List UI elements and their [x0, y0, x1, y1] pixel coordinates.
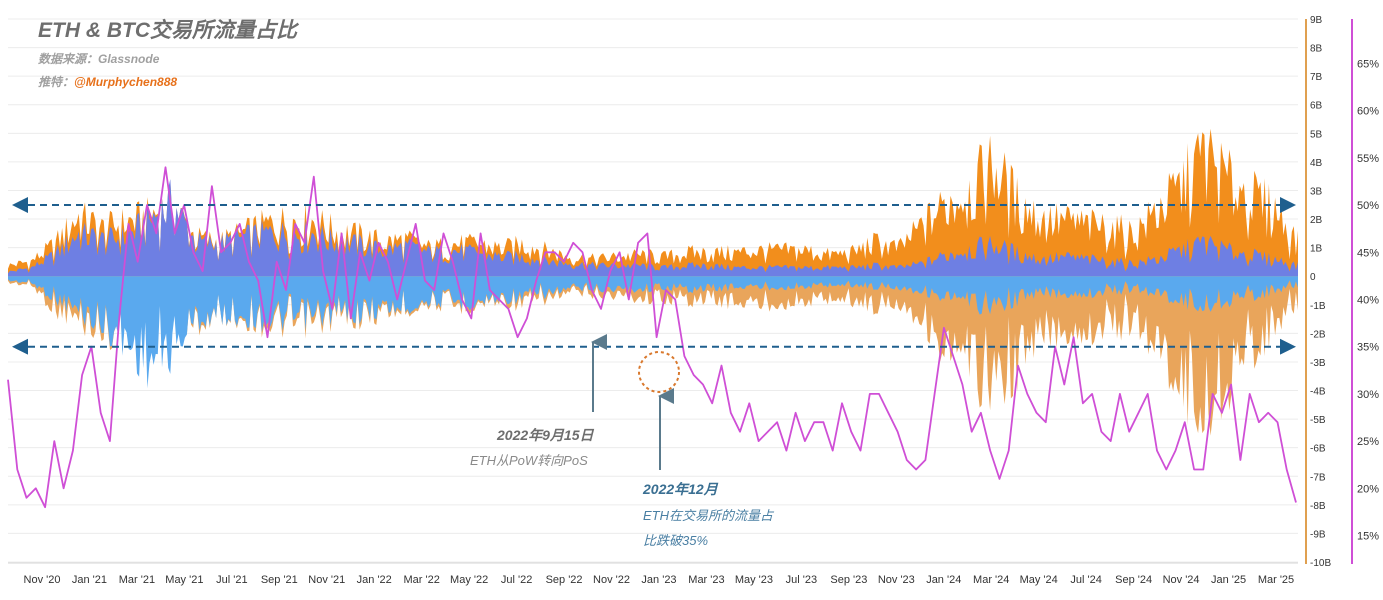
y-right-tick-label: 25% [1357, 436, 1379, 448]
low-point-circle [638, 351, 680, 393]
x-tick-label: Nov '24 [1163, 574, 1200, 586]
x-tick-label: Sep '21 [261, 574, 298, 586]
y-right-tick-label: 65% [1357, 58, 1379, 70]
x-tick-label: May '21 [165, 574, 203, 586]
y-right-tick-label: 35% [1357, 342, 1379, 354]
x-tick-label: Nov '21 [308, 574, 345, 586]
x-tick-label: Jan '25 [1211, 574, 1246, 586]
reference-lines [12, 197, 1296, 355]
x-tick-label: Mar '21 [119, 574, 155, 586]
annotation-dec-text-2: 比跌破35% [643, 533, 708, 548]
x-tick-label: Sep '22 [546, 574, 583, 586]
data-source-value: Glassnode [98, 52, 160, 66]
data-source-label: 数据来源： [38, 52, 99, 66]
y-left-tick-label: -4B [1310, 387, 1326, 398]
x-tick-label: Jul '21 [216, 574, 247, 586]
x-tick-label: Jul '23 [786, 574, 817, 586]
annotation-pos-date: 2022年9月15日 [496, 427, 595, 443]
y-right-tick-label: 15% [1357, 531, 1379, 543]
y-right-tick-label: 20% [1357, 483, 1379, 495]
annotation-dec-date: 2022年12月 [642, 481, 719, 497]
annotation-pos-text: ETH从PoW转向PoS [470, 453, 588, 468]
y-left-tick-label: 1B [1310, 244, 1323, 255]
y-left-tick-label: 0 [1310, 272, 1316, 283]
eth-inflow-area [8, 179, 1298, 277]
y-left-tick-label: 7B [1310, 72, 1323, 83]
x-tick-label: Nov '20 [24, 574, 61, 586]
annotations: 2022年9月15日 ETH从PoW转向PoS 2022年12月 ETH在交易所的流量… [470, 334, 775, 548]
twitter-label: 推特： [38, 75, 75, 89]
x-tick-label: May '22 [450, 574, 488, 586]
y-right-tick-label: 50% [1357, 200, 1379, 212]
eth-share-line [7, 166, 1297, 509]
x-tick-label: Jan '22 [357, 574, 392, 586]
x-tick-label: May '23 [735, 574, 773, 586]
y-left-tick-label: -3B [1310, 358, 1326, 369]
y-right-tick-label: 45% [1357, 247, 1379, 259]
x-tick-label: Nov '22 [593, 574, 630, 586]
x-tick-label: Jan '24 [926, 574, 961, 586]
y-right-tick-label: 60% [1357, 106, 1379, 118]
y-left-tick-label: 2B [1310, 215, 1323, 226]
y-left-tick-label: 8B [1310, 44, 1323, 55]
x-tick-label: Mar '22 [404, 574, 440, 586]
y-left-tick-label: 9B [1310, 15, 1323, 26]
x-tick-label: Jul '22 [501, 574, 532, 586]
x-tick-label: Sep '24 [1115, 574, 1152, 586]
annotation-dec-text-1: ETH在交易所的流量占 [643, 508, 775, 523]
y-left-tick-label: 4B [1310, 158, 1323, 169]
y-left-tick-label: -6B [1310, 444, 1326, 455]
y-left-tick-label: -7B [1310, 472, 1326, 483]
x-tick-label: Jan '21 [72, 574, 107, 586]
y-left-tick-label: 5B [1310, 129, 1323, 140]
y-left-tick-label: -10B [1310, 558, 1331, 569]
x-tick-label: Jul '24 [1070, 574, 1101, 586]
y-right-tick-label: 40% [1357, 294, 1379, 306]
eth-share-line-layer [7, 166, 1297, 509]
y-left-tick-label: -9B [1310, 529, 1326, 540]
y-left-tick-label: -5B [1310, 415, 1326, 426]
x-tick-label: May '24 [1020, 574, 1058, 586]
y-right-tick-label: 30% [1357, 389, 1379, 401]
twitter-handle[interactable]: @Murphychen888 [74, 75, 178, 89]
axes: 9B 8B 7B 6B 5B 4B 3B 2B 1B 0 -1B -2B -3B -4B -5B -6B -7B… [8, 15, 1379, 586]
x-tick-label: Mar '24 [973, 574, 1009, 586]
y-left-tick-label: 3B [1310, 186, 1323, 197]
twitter-credit: 推特：@Murphychen888 [38, 73, 177, 90]
y-left-tick-label: 6B [1310, 101, 1323, 112]
y-left-tick-label: -8B [1310, 501, 1326, 512]
x-tick-label: Mar '25 [1258, 574, 1294, 586]
y-left-tick-label: -2B [1310, 329, 1326, 340]
flow-areas [8, 128, 1298, 436]
x-tick-label: Nov '23 [878, 574, 915, 586]
y-right-tick-label: 55% [1357, 153, 1379, 165]
x-tick-label: Mar '23 [688, 574, 724, 586]
x-tick-label: Sep '23 [830, 574, 867, 586]
data-source: 数据来源：Glassnode [38, 50, 159, 67]
y-left-tick-label: -1B [1310, 301, 1326, 312]
chart-title: ETH & BTC交易所流量占比 [38, 19, 297, 42]
x-tick-label: Jan '23 [641, 574, 676, 586]
